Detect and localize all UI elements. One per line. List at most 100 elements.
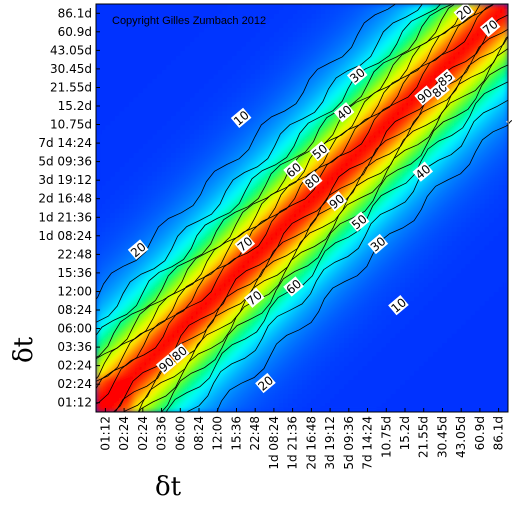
heat-cell <box>273 305 280 311</box>
heat-cell <box>142 92 149 98</box>
heat-cell <box>245 310 252 316</box>
heat-cell <box>175 96 181 102</box>
heat-cell <box>292 296 298 302</box>
heat-cell <box>184 356 191 362</box>
heat-cell <box>105 286 111 293</box>
heat-cell <box>273 365 280 371</box>
heat-cell <box>334 166 341 172</box>
heat-cell <box>128 175 135 181</box>
heat-cell <box>213 101 219 107</box>
heat-cell <box>227 323 233 330</box>
heat-cell <box>264 189 270 195</box>
heat-cell <box>156 133 163 140</box>
heat-cell <box>208 384 214 390</box>
heat-cell <box>255 22 261 28</box>
heat-cell <box>142 226 149 232</box>
heat-cell <box>245 147 252 153</box>
heat-cell <box>287 106 294 112</box>
heat-cell <box>320 300 327 306</box>
heat-cell <box>142 161 149 167</box>
heat-cell <box>128 147 135 153</box>
heat-cell <box>334 106 341 112</box>
heat-cell <box>156 31 163 38</box>
heat-cell <box>110 221 116 228</box>
heat-cell <box>306 41 312 47</box>
heat-cell <box>311 337 317 344</box>
heat-cell <box>330 161 336 167</box>
heat-cell <box>245 286 252 293</box>
heat-cell <box>245 106 252 112</box>
heat-cell <box>245 370 252 376</box>
heat-cell <box>269 393 275 399</box>
heat-cell <box>353 314 359 320</box>
heat-cell <box>264 402 270 408</box>
heat-cell <box>194 249 200 255</box>
heat-cell <box>96 170 102 177</box>
heat-cell <box>334 217 341 223</box>
heat-cell <box>147 398 153 404</box>
heat-cell <box>184 221 191 228</box>
heat-cell <box>184 272 191 279</box>
heat-cell <box>320 259 327 265</box>
heat-cell <box>339 240 345 246</box>
heat-cell <box>105 300 111 306</box>
heat-cell <box>353 119 359 126</box>
heat-cell <box>320 305 327 311</box>
heat-cell <box>302 245 308 251</box>
heat-cell <box>344 402 350 408</box>
heat-cell <box>194 41 200 47</box>
heat-cell <box>138 231 144 237</box>
heat-cell <box>269 157 275 163</box>
heat-cell <box>161 374 167 381</box>
heat-cell <box>105 115 111 121</box>
heat-cell <box>213 50 219 56</box>
heat-cell <box>227 189 233 195</box>
heat-cell <box>273 194 280 200</box>
heat-cell <box>344 333 350 339</box>
heat-cell <box>208 27 214 33</box>
heat-cell <box>184 161 191 167</box>
heat-cell <box>334 314 341 320</box>
heat-cell <box>199 314 205 320</box>
heat-cell <box>241 92 247 98</box>
heat-cell <box>306 101 312 107</box>
heat-cell <box>203 286 209 293</box>
heat-cell <box>227 305 233 311</box>
heat-cell <box>250 319 256 325</box>
heat-cell <box>255 13 261 19</box>
heat-cell <box>133 259 139 265</box>
heat-cell <box>348 356 355 362</box>
heat-cell <box>264 22 270 28</box>
heat-cell <box>138 337 144 344</box>
heat-cell <box>320 175 327 181</box>
heat-cell <box>325 78 331 84</box>
heat-cell <box>138 36 144 42</box>
heat-cell <box>175 203 181 209</box>
heat-cell <box>311 351 317 357</box>
heat-cell <box>170 184 177 191</box>
heat-cell <box>241 282 247 288</box>
heat-cell <box>124 300 130 306</box>
heat-cell <box>213 402 219 408</box>
heat-cell <box>175 129 181 135</box>
heat-cell <box>330 291 336 297</box>
heat-cell <box>250 161 256 167</box>
heat-cell <box>147 365 153 371</box>
heat-cell <box>297 277 303 283</box>
heat-cell <box>222 300 228 306</box>
heat-cell <box>358 337 364 344</box>
heat-cell <box>208 323 214 330</box>
heat-cell <box>255 147 261 153</box>
heat-cell <box>124 110 130 116</box>
heat-cell <box>297 101 303 107</box>
heat-cell <box>138 27 144 33</box>
heat-cell <box>264 388 270 395</box>
heat-cell <box>325 305 331 311</box>
heat-cell <box>227 64 233 70</box>
heat-cell <box>344 166 350 172</box>
heat-cell <box>222 138 228 144</box>
heat-cell <box>269 59 275 65</box>
heat-cell <box>334 184 341 191</box>
heat-cell <box>227 277 233 283</box>
heat-cell <box>330 407 336 412</box>
